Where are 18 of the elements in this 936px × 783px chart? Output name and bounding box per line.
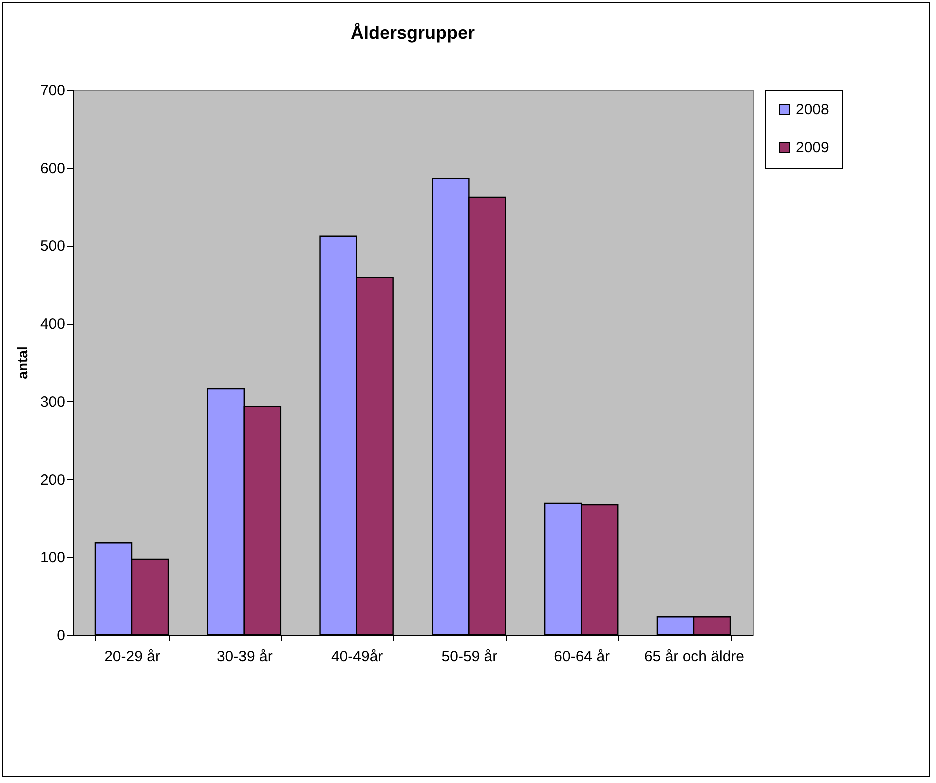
y-axis-title: antal	[14, 346, 30, 380]
y-tick-label: 600	[40, 160, 66, 178]
x-tick-label: 30-39 år	[216, 648, 273, 666]
y-tick-label: 200	[40, 472, 66, 489]
legend-label: 2008	[796, 102, 830, 118]
x-tick-label: 20-29 år	[104, 648, 160, 666]
y-tick-label: 700	[40, 82, 66, 100]
y-tick-label: 500	[40, 238, 66, 256]
y-tick-label: 100	[40, 550, 66, 567]
legend-label: 2009	[796, 140, 830, 156]
x-tick-label: 60-64 år	[554, 648, 610, 666]
chart-title: Åldersgrupper	[350, 23, 476, 43]
y-tick-label: 300	[40, 394, 66, 411]
x-tick-label: 40-49år	[331, 648, 384, 666]
x-tick-label: 50-59 år	[442, 648, 498, 666]
y-tick-label: 0	[57, 628, 66, 644]
y-tick-label: 400	[40, 316, 66, 334]
x-tick-label: 65 år och äldre	[644, 648, 745, 666]
